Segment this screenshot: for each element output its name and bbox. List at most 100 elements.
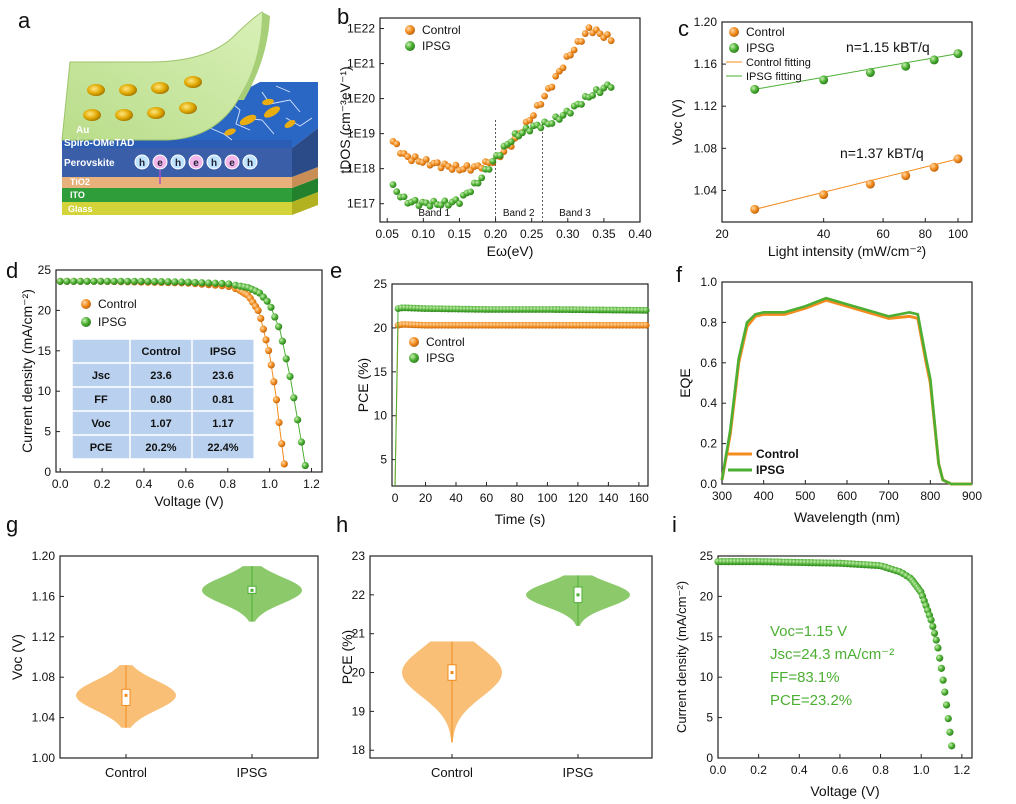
i-param-0: Voc=1.15 V [770,623,847,640]
jv-point-control [267,361,275,369]
plot-frame [55,269,323,473]
d-table-cell: 0.81 [212,394,233,406]
e-x-ticklabel: 60 [480,491,494,505]
h-y-ticklabel: 20 [352,666,366,680]
pce-point-control [642,321,650,329]
voc-point-ipsg [929,55,939,65]
jv-point-control [280,460,288,468]
jv-point-control [278,440,286,448]
b-y-ticklabel: 1E21 [347,57,375,71]
voc-point-ipsg [953,49,963,59]
panel-label-f: f [676,262,683,287]
tdos-point-control [559,64,567,72]
label-perovskite: Perovskite [64,158,115,169]
c-x-ticklabel: 80 [919,227,933,241]
i-y-ticklabel: 5 [706,711,713,725]
tdos-point-control [530,112,537,119]
plot-frame [391,283,649,487]
voc-point-ipsg [750,84,760,94]
d-table-cell: PCE [90,442,113,454]
jv-point-ipsg [76,277,85,285]
f-x-ticklabel: 800 [920,489,940,503]
i-x-ticklabel: 0.8 [872,763,889,777]
c-y-ticklabel: 1.04 [694,183,718,197]
e-xlabel: Time (s) [495,511,546,527]
panel-b: 0.05 0.10 0.15 0.20 0.25 0.30 0.35 0.40 1E17 1E18… [337,17,652,259]
h-x-label: Control [431,765,473,780]
d-x-ticklabel: 0.2 [94,477,111,491]
jv-point-ipsg [137,277,145,285]
b-x-ticklabel: 0.05 [376,227,400,241]
panel-label-d: d [6,258,18,283]
d-legend-ipsg-marker [81,317,91,327]
c-y-ticklabel: 1.16 [694,57,718,71]
g-x-label: IPSG [236,765,267,780]
tdos-point-control [548,83,556,91]
i-param-1: Jsc=24.3 mA/cm⁻² [770,646,894,663]
panel-a: a [18,8,318,215]
d-ylabel: Current density (mA/cm⁻²) [19,289,35,453]
jv-point-control [262,336,270,344]
tdos-point-control [552,72,560,80]
jv-point-ipsg [97,277,105,285]
f-ylabel: EQE [677,368,693,398]
voc-point-control [865,179,875,189]
c-legend-control-fit-label: Control fitting [746,57,811,69]
voc-point-control [819,190,829,200]
jv-point-ipsg [130,277,138,285]
f-y-ticklabel: 0.0 [700,477,717,491]
tdos-point-control [393,140,401,148]
d-table-cell: 1.07 [150,418,171,430]
tio2-layer [62,177,292,188]
b-x-ticklabel: 0.10 [412,227,436,241]
tdos-point-control [526,116,534,124]
jv-point-ipsg [124,277,132,285]
carrier-symbol: h [175,158,181,169]
carrier-symbol: e [193,158,199,169]
d-table-cell: 20.2% [145,442,176,454]
tdos-point-control [567,51,574,59]
jv-point-ipsg [934,644,942,652]
e-legend-ipsg-marker [409,353,419,363]
panel-c: 20 40 60 80 100 1.04 1.08 1.12 1.16 1.20 Control IP… [669,15,973,259]
jv-point-ipsg [939,676,947,684]
d-table-cell: Jsc [92,370,110,382]
jv-point-ipsg [927,616,935,624]
au-dots [83,76,202,121]
gold-flakes [224,98,296,136]
voc-point-ipsg [865,68,875,78]
b-legend-control-marker [405,25,415,35]
c-legend-ipsg-marker [729,43,739,53]
e-y-ticklabel: 15 [374,365,388,379]
panel-e: 0 20 40 60 80 100 120 140 160 5 10 15 20 25 Control IPS… [355,277,650,527]
perovskite-side [292,128,318,177]
i-y-ticklabel: 10 [700,670,714,684]
panel-label-g: g [6,512,18,537]
plot-frame [721,21,973,223]
tdos-point-control [578,38,585,45]
ito-layer [62,188,292,202]
g-y-ticklabel: 1.08 [32,670,56,684]
tdos-point-control [607,37,615,45]
g-control-box [121,688,131,706]
i-x-ticklabel: 1.0 [913,763,930,777]
g-ipsg-median [250,588,254,592]
tdos-point-ipsg [389,181,397,189]
jv-point-ipsg [937,664,945,672]
e-y-ticklabel: 20 [374,321,388,335]
label-glass: Glass [68,204,93,214]
d-x-ticklabel: 1.0 [261,477,278,491]
e-ylabel: PCE (%) [355,358,371,412]
jv-point-ipsg [70,277,78,285]
i-y-ticklabel: 0 [706,751,713,765]
tdos-point-ipsg [393,188,401,196]
voc-point-control [929,162,939,172]
d-y-ticklabel: 0 [44,465,51,479]
i-y-ticklabel: 25 [700,549,714,563]
f-legend-control-label: Control [756,447,799,461]
d-table-cell: FF [94,394,108,406]
d-table-cell: 23.6 [150,370,171,382]
c-x-ticklabel: 100 [948,227,968,241]
